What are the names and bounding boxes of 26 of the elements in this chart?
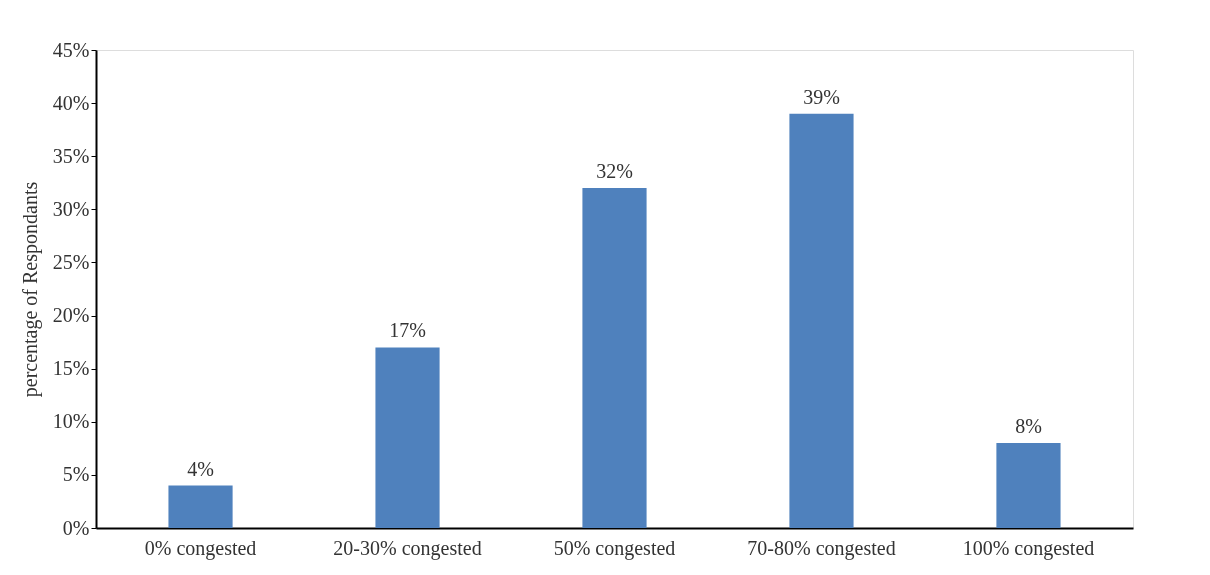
y-axis-title: percentage of Respondants <box>18 181 42 398</box>
data-label: 8% <box>1015 415 1042 438</box>
y-tick-label: 40% <box>52 91 90 114</box>
y-tick-label: 5% <box>62 463 90 486</box>
data-label: 4% <box>187 457 214 480</box>
y-tick-label: 35% <box>52 144 90 167</box>
bar <box>375 347 440 528</box>
x-tick-label: 50% congested <box>553 536 676 560</box>
x-tick-label: 100% congested <box>962 536 1095 560</box>
y-tick-label: 30% <box>52 197 90 220</box>
bar <box>789 113 854 528</box>
y-tick-label: 10% <box>52 410 90 433</box>
x-tick-label: 0% congested <box>144 536 257 560</box>
x-tick-label: 20-30% congested <box>333 536 482 560</box>
bar <box>168 485 233 528</box>
y-tick-label: 0% <box>62 516 90 539</box>
y-tick-label: 45% <box>52 38 90 61</box>
y-tick-label: 25% <box>52 250 90 273</box>
data-label: 17% <box>389 319 426 342</box>
y-tick-label: 20% <box>52 304 90 327</box>
bar <box>582 188 647 528</box>
x-tick-label: 70-80% congested <box>747 536 896 560</box>
data-label: 39% <box>803 85 840 108</box>
y-tick-label: 15% <box>52 357 90 380</box>
bar <box>996 443 1061 528</box>
data-label: 32% <box>596 160 633 183</box>
